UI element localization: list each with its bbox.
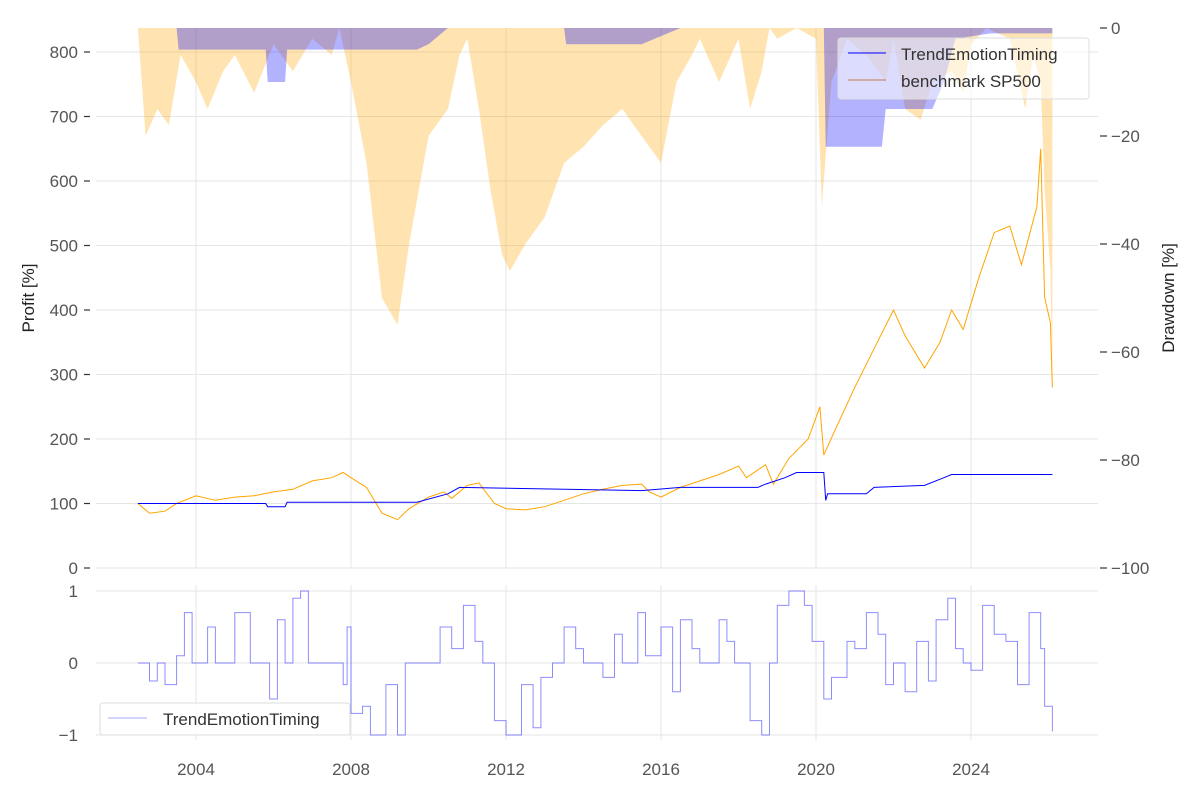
position-lines (137, 590, 1053, 736)
y-right-tick-label: −40 (1111, 235, 1140, 254)
profit-lines (137, 148, 1053, 521)
y-tick-label: 200 (50, 430, 78, 449)
x-tick-label: 2016 (642, 760, 680, 779)
grid (96, 28, 1098, 740)
y-axis-label-right: Drawdown [%] (1159, 243, 1178, 353)
y-axis-label-left: Profit [%] (19, 264, 38, 333)
y-tick-label: 700 (50, 108, 78, 127)
legend-benchmark-label: benchmark SP500 (901, 72, 1041, 91)
legend-top: TrendEmotionTiming benchmark SP500 (837, 37, 1090, 100)
y-tick-label: 600 (50, 172, 78, 191)
benchmark-drawdown-area (137, 28, 1053, 379)
y-tick-label: 800 (50, 43, 78, 62)
position-tick-label: 1 (69, 582, 78, 601)
y-right-tick-label: −100 (1111, 559, 1149, 578)
legend-bottom: TrendEmotionTiming (99, 702, 351, 736)
y-tick-label: 300 (50, 366, 78, 385)
y-right-tick-label: −20 (1111, 127, 1140, 146)
legend-position-label: TrendEmotionTiming (163, 710, 320, 729)
y-right-tick-label: 0 (1111, 19, 1120, 38)
y-right-tick-label: −60 (1111, 343, 1140, 362)
y-tick-label: 400 (50, 301, 78, 320)
y-tick-label: 500 (50, 237, 78, 256)
x-tick-label: 2024 (952, 760, 990, 779)
legend-bottom-box (99, 702, 351, 736)
position-tick-label: 0 (69, 654, 78, 673)
y-right-tick-label: −80 (1111, 451, 1140, 470)
legend-top-box (837, 37, 1090, 100)
strategy-position-line (137, 590, 1053, 736)
x-tick-label: 2008 (332, 760, 370, 779)
tick-labels: 0 100 200 300 400 500 600 700 800 0 −20 −40 −60 −80 −1… (50, 19, 1150, 779)
y-tick-label: 100 (50, 495, 78, 514)
strategy-profit-line (137, 472, 1053, 508)
y-tick-label: 0 (69, 559, 78, 578)
legend-strategy-label: TrendEmotionTiming (901, 45, 1058, 64)
position-tick-label: −1 (59, 726, 78, 745)
x-tick-label: 2004 (177, 760, 215, 779)
benchmark-profit-line (137, 148, 1053, 521)
x-tick-label: 2020 (797, 760, 835, 779)
x-tick-label: 2012 (487, 760, 525, 779)
